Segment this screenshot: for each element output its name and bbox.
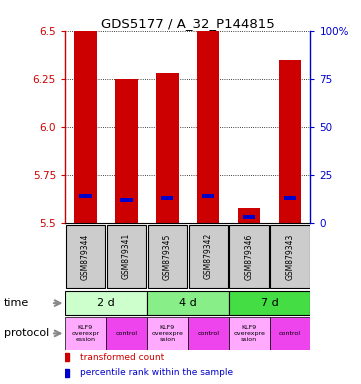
Bar [197,31,219,223]
Text: control: control [279,331,301,336]
Text: 7 d: 7 d [261,298,278,308]
Title: GDS5177 / A_32_P144815: GDS5177 / A_32_P144815 [101,17,275,30]
Bar [188,225,228,288]
Text: GSM879341: GSM879341 [122,233,131,280]
Bar [115,79,138,223]
Bar [106,317,147,349]
Bar [202,194,214,198]
Text: KLF9
overexpr
ession: KLF9 overexpr ession [71,325,100,342]
Bar [161,196,173,200]
Text: GSM879345: GSM879345 [163,233,172,280]
Bar [147,291,229,316]
Text: KLF9
overexpre
ssion: KLF9 overexpre ssion [233,325,265,342]
Bar [229,317,270,349]
Text: GSM879344: GSM879344 [81,233,90,280]
Bar [270,225,310,288]
Text: control: control [197,331,219,336]
Bar [66,225,105,288]
Bar [230,225,269,288]
Text: GSM879342: GSM879342 [204,233,213,280]
Bar [120,198,132,202]
Text: control: control [116,331,137,336]
Bar [279,60,301,223]
Bar [79,194,92,198]
Bar [65,291,147,316]
Text: KLF9
overexpre
ssion: KLF9 overexpre ssion [151,325,183,342]
Text: 4 d: 4 d [179,298,197,308]
Text: GSM879346: GSM879346 [245,233,253,280]
Bar [188,317,229,349]
Bar [74,31,97,223]
Bar [229,291,310,316]
Text: 2 d: 2 d [97,298,115,308]
Text: transformed count: transformed count [80,353,164,362]
Text: time: time [4,298,29,308]
Bar [284,196,296,200]
Bar [156,73,178,223]
Text: protocol: protocol [4,328,49,338]
Bar [148,225,187,288]
Bar [147,317,188,349]
Bar [107,225,146,288]
Bar [270,317,310,349]
Bar [65,317,106,349]
Bar [238,208,260,223]
Bar [243,215,255,220]
Text: percentile rank within the sample: percentile rank within the sample [80,368,233,377]
Text: GSM879343: GSM879343 [286,233,295,280]
